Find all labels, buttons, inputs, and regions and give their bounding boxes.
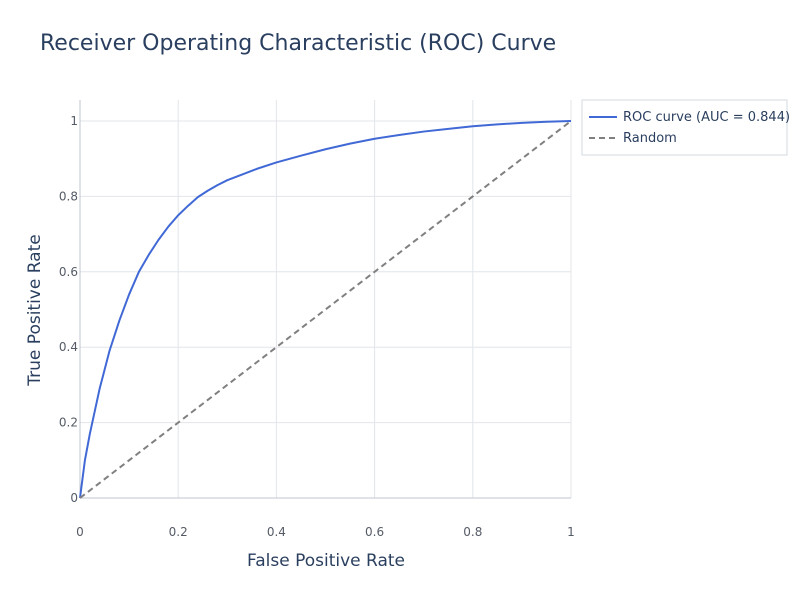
plot-area: 0 0.2 0.4 0.6 0.8 1 0 0.2 0.4 0.6 0.8 1 [59,100,575,539]
legend: ROC curve (AUC = 0.844) Random [581,99,790,156]
x-tick-label-3: 0.6 [365,525,384,539]
roc-curve-line [79,120,572,499]
x-tick-label-2: 0.4 [267,525,286,539]
legend-box [581,99,788,156]
x-tick-label-1: 0.2 [169,525,188,539]
y-axis-title: True Positive Rate [25,234,45,386]
series-lines [79,120,572,499]
x-axis-ticks: 0 0.2 0.4 0.6 0.8 1 [76,525,575,539]
y-tick-label-3: 0.6 [59,265,78,279]
x-tick-label-5: 1 [567,525,575,539]
y-axis-ticks: 0 0.2 0.4 0.6 0.8 1 [59,114,78,505]
x-tick-label-0: 0 [76,525,84,539]
random-baseline-line [79,120,572,499]
x-axis-title: False Positive Rate [247,551,405,571]
y-tick-label-2: 0.4 [59,340,78,354]
y-tick-label-0: 0 [70,491,78,505]
y-tick-label-4: 0.8 [59,189,78,203]
chart-title: Receiver Operating Characteristic (ROC) … [40,31,556,56]
legend-label-roc: ROC curve (AUC = 0.844) [623,110,790,125]
legend-label-random: Random [623,131,677,146]
y-tick-label-1: 0.2 [59,416,78,430]
grid-lines [79,100,572,499]
x-tick-label-4: 0.8 [463,525,482,539]
y-tick-label-5: 1 [70,114,78,128]
